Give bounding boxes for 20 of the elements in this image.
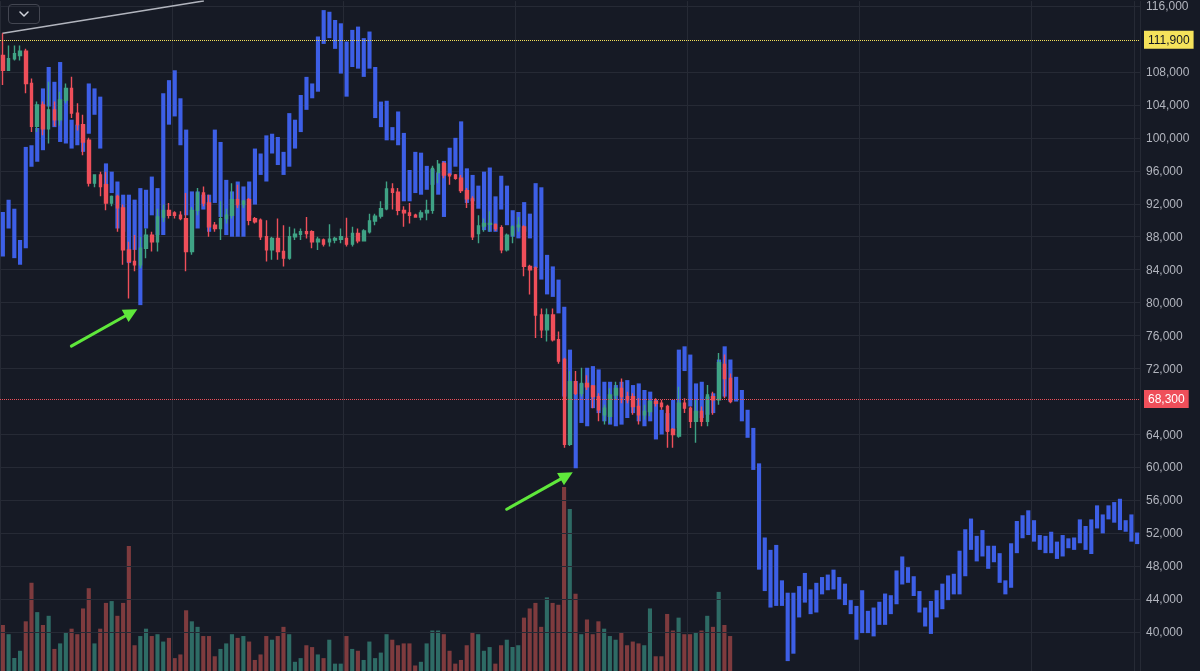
y-tick-label: 44,000 — [1146, 592, 1184, 607]
y-tick-label: 96,000 — [1146, 163, 1184, 178]
y-tick-label: 48,000 — [1146, 559, 1184, 574]
y-tick-label: 84,000 — [1146, 262, 1184, 277]
y-tick-label: 80,000 — [1146, 295, 1184, 310]
ref-line-label: 68,300 — [1148, 392, 1186, 407]
y-tick-label: 92,000 — [1146, 196, 1184, 211]
y-tick-label: 108,000 — [1146, 64, 1190, 79]
y-tick-label: 40,000 — [1146, 625, 1184, 640]
y-tick-label: 76,000 — [1146, 328, 1184, 343]
y-tick-label: 72,000 — [1146, 361, 1184, 376]
y-tick-label: 116,000 — [1146, 0, 1189, 13]
y-tick-label: 104,000 — [1146, 97, 1190, 112]
ref-line-label: 111,900 — [1148, 32, 1190, 47]
y-tick-label: 56,000 — [1146, 493, 1184, 508]
y-tick-label: 100,000 — [1146, 130, 1190, 145]
y-tick-label: 60,000 — [1146, 460, 1184, 475]
y-tick-label: 88,000 — [1146, 229, 1184, 244]
y-tick-label: 52,000 — [1146, 526, 1184, 541]
y-tick-label: 64,000 — [1146, 427, 1184, 442]
